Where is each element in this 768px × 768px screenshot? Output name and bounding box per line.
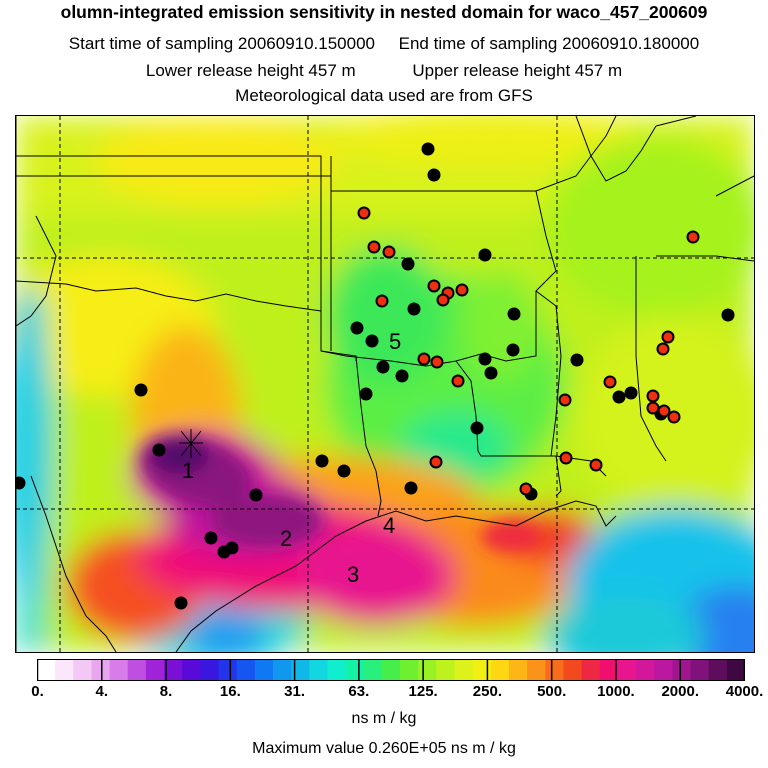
colorbar-tick-label: 2000. [661,683,699,700]
colorbar-cell [726,659,745,681]
colorbar-cell [563,659,583,681]
colorbar-tick-label: 4. [95,683,109,700]
colorbar-tick-label: 1000. [597,683,635,700]
colorbar-cell [418,659,437,681]
colorbar-tick-label: 0. [31,683,44,700]
colorbar-cell [654,659,673,681]
colorbar-cell [182,659,201,681]
colorbar-cell [436,659,456,681]
colorbar-tick-label: 16. [219,683,241,700]
colorbar-cell [708,659,728,681]
met-data-label: Meteorological data used are from GFS [235,86,533,105]
colorbar-cell [55,659,74,681]
colorbar-cell [617,659,637,681]
colorbar-tick-label: 500. [537,683,567,700]
colorbar-cell [545,659,565,681]
colorbar-cell [218,659,238,681]
lower-height-label: Lower release height 457 m [145,61,356,80]
map-title: olumn-integrated emission sensitivity in… [60,2,708,22]
colorbar-cell [37,659,56,681]
colorbar-cell [73,659,93,681]
colorbar-cell [454,659,474,681]
region-label-3: 3 [347,562,360,587]
colorbar-cell [400,659,419,681]
colorbar-tick-label: 63. [348,683,370,700]
colorbar-tick-label: 8. [159,683,173,700]
colorbar-cell [273,659,292,681]
upper-height-label: Upper release height 457 m [412,61,623,80]
colorbar-cell [381,659,401,681]
colorbar-tick-label: 125. [408,683,438,700]
sensitivity-map: 1 2 3 4 5 [15,115,755,653]
map-canvas [16,116,754,652]
region-label-4: 4 [383,513,396,538]
region-label-1: 1 [182,458,195,483]
colorbar-cell [236,659,256,681]
start-time-label: Start time of sampling 20060910.150000 [68,34,376,53]
colorbar-cell [599,659,619,681]
colorbar-units: ns m / kg [351,710,417,727]
colorbar-cell [672,659,692,681]
colorbar-cell [309,659,329,681]
colorbar-cell [509,659,528,681]
colorbar [37,659,745,681]
colorbar-cell [254,659,274,681]
colorbar-cell [109,659,129,681]
colorbar-cell [690,659,710,681]
colorbar-cell [363,659,383,681]
colorbar-cell [327,659,347,681]
colorbar-cell [472,659,492,681]
colorbar-cell [91,659,111,681]
colorbar-cell [636,659,655,681]
receptor-markers-red [357,206,700,496]
sampling-time-line: Start time of sampling 20060910.150000 E… [0,34,768,54]
colorbar-cell [345,659,365,681]
region-label-2: 2 [280,526,293,551]
maximum-value-label: Maximum value 0.260E+05 ns m / kg [252,740,516,757]
colorbar-cell [581,659,601,681]
colorbar-tick-label: 31. [284,683,306,700]
colorbar-cell [145,659,165,681]
receptor-markers-black [16,142,735,610]
region-label-5: 5 [389,329,402,354]
colorbar-cell [490,659,510,681]
colorbar-tick-label: 4000. [725,683,764,700]
colorbar-cell [200,659,220,681]
colorbar-cell [527,659,546,681]
colorbar-cell [164,659,183,681]
colorbar-cell [127,659,147,681]
end-time-label: End time of sampling 20060910.180000 [398,34,700,53]
colorbar-tick-label: 250. [472,683,503,700]
release-height-line: Lower release height 457 m Upper release… [0,61,768,81]
colorbar-cell [291,659,310,681]
